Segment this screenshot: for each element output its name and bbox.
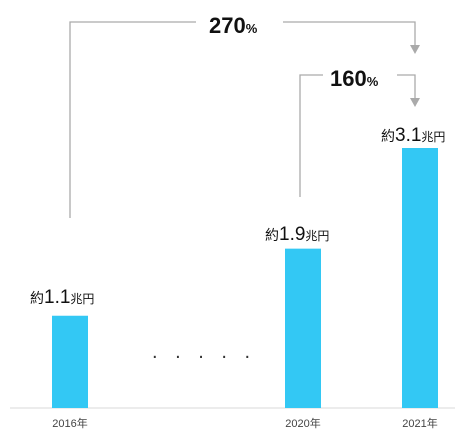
bar-2020 bbox=[285, 248, 321, 408]
growth-arrow-head-160 bbox=[410, 98, 420, 107]
svg-text:約1.9兆円: 約1.9兆円 bbox=[265, 224, 329, 245]
growth-bracket-2020-2021-right bbox=[397, 74, 416, 100]
gap-marker-dots: . . . . . bbox=[152, 341, 256, 363]
value-label-2020: 約1.9兆円 bbox=[265, 224, 329, 245]
growth-bracket-2016-2021-left bbox=[69, 21, 196, 218]
x-tick-label-2016: 2016年 bbox=[52, 416, 87, 430]
x-tick-label-2020: 2020年 bbox=[285, 416, 320, 430]
growth-bracket-2016-2021-right bbox=[283, 21, 416, 47]
x-tick-label-2021: 2021年 bbox=[402, 416, 437, 430]
growth-label-160: 160% bbox=[330, 66, 379, 91]
value-label-2016: 約1.1兆円 bbox=[30, 287, 94, 308]
bar-2021 bbox=[402, 148, 438, 408]
bars-group bbox=[52, 148, 438, 408]
svg-text:約1.1兆円: 約1.1兆円 bbox=[30, 287, 94, 308]
bar-2016 bbox=[52, 315, 88, 408]
value-label-2021: 約3.1兆円 bbox=[381, 125, 445, 146]
growth-bracket-2020-2021-left bbox=[299, 74, 323, 197]
svg-text:約3.1兆円: 約3.1兆円 bbox=[381, 125, 445, 146]
growth-arrow-head-270 bbox=[410, 45, 420, 54]
growth-label-270: 270% bbox=[209, 13, 258, 38]
